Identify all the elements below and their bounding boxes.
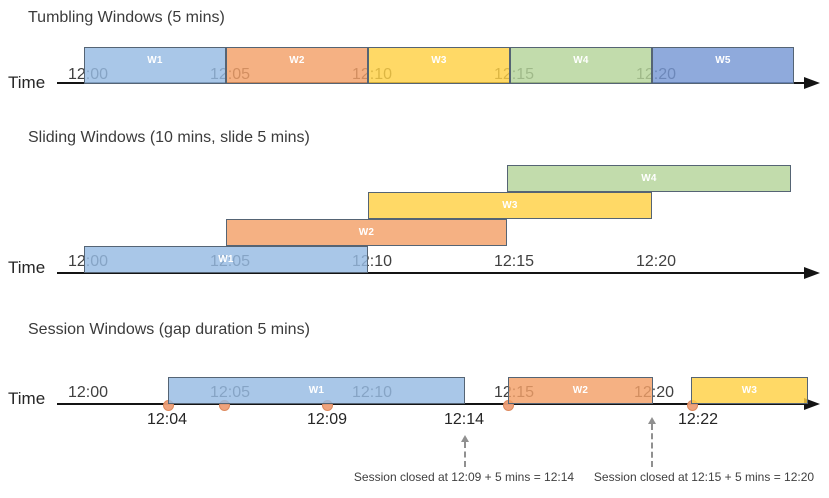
- window-label: W1: [218, 254, 234, 265]
- event-time-label: 12:22: [677, 411, 719, 428]
- event-time-label: 12:09: [306, 411, 348, 428]
- callout-arrow-icon: [648, 417, 656, 424]
- axis-tick-label: 12:20: [635, 253, 677, 270]
- section-title: Tumbling Windows (5 mins): [28, 9, 225, 26]
- section-title: Sliding Windows (10 mins, slide 5 mins): [28, 129, 310, 146]
- callout-text: Session closed at 12:09 + 5 mins = 12:14: [353, 470, 575, 484]
- window-rect-w1: W1: [84, 47, 226, 84]
- window-label: W3: [502, 200, 518, 211]
- time-axis-label: Time: [8, 389, 46, 408]
- window-rect-w2: W2: [226, 219, 507, 246]
- time-axis-line: [57, 272, 806, 274]
- callout-arrow-stem: [651, 424, 653, 467]
- window-label: W2: [358, 227, 375, 238]
- window-label: W4: [641, 173, 657, 184]
- window-rect-w5: W5: [652, 47, 794, 84]
- axis-arrowhead-icon: [804, 398, 820, 410]
- window-rect-w4: W4: [507, 165, 791, 192]
- window-label: W3: [741, 385, 758, 396]
- axis-arrowhead-icon: [804, 267, 820, 279]
- time-axis-line: [57, 403, 806, 405]
- window-rect-w1: W1: [84, 246, 368, 273]
- axis-tick-label: 12:15: [493, 253, 535, 270]
- section-title: Session Windows (gap duration 5 mins): [28, 321, 310, 338]
- window-label: W4: [573, 55, 589, 66]
- window-label: W2: [572, 385, 589, 396]
- window-rect-w2: W2: [226, 47, 368, 84]
- window-rect-w3: W3: [368, 192, 652, 219]
- callout-arrow-stem: [464, 442, 466, 467]
- window-rect-w3: W3: [691, 377, 808, 404]
- event-time-label: 12:04: [146, 411, 188, 428]
- window-label: W3: [431, 55, 447, 66]
- window-rect-w2: W2: [508, 377, 653, 404]
- axis-arrowhead-icon: [804, 77, 820, 89]
- callout-arrow-icon: [461, 435, 469, 442]
- time-axis-label: Time: [8, 73, 46, 92]
- axis-tick-label: 12:00: [67, 384, 109, 401]
- window-rect-w3: W3: [368, 47, 510, 84]
- window-rect-w1: W1: [168, 377, 465, 404]
- time-axis-label: Time: [8, 258, 46, 277]
- event-time-label: 12:14: [443, 411, 485, 428]
- window-rect-w4: W4: [510, 47, 652, 84]
- window-label: W2: [289, 55, 305, 66]
- callout-text: Session closed at 12:15 + 5 mins = 12:20: [593, 470, 815, 484]
- window-label: W5: [715, 55, 731, 66]
- window-label: W1: [147, 55, 163, 66]
- window-label: W1: [308, 385, 325, 396]
